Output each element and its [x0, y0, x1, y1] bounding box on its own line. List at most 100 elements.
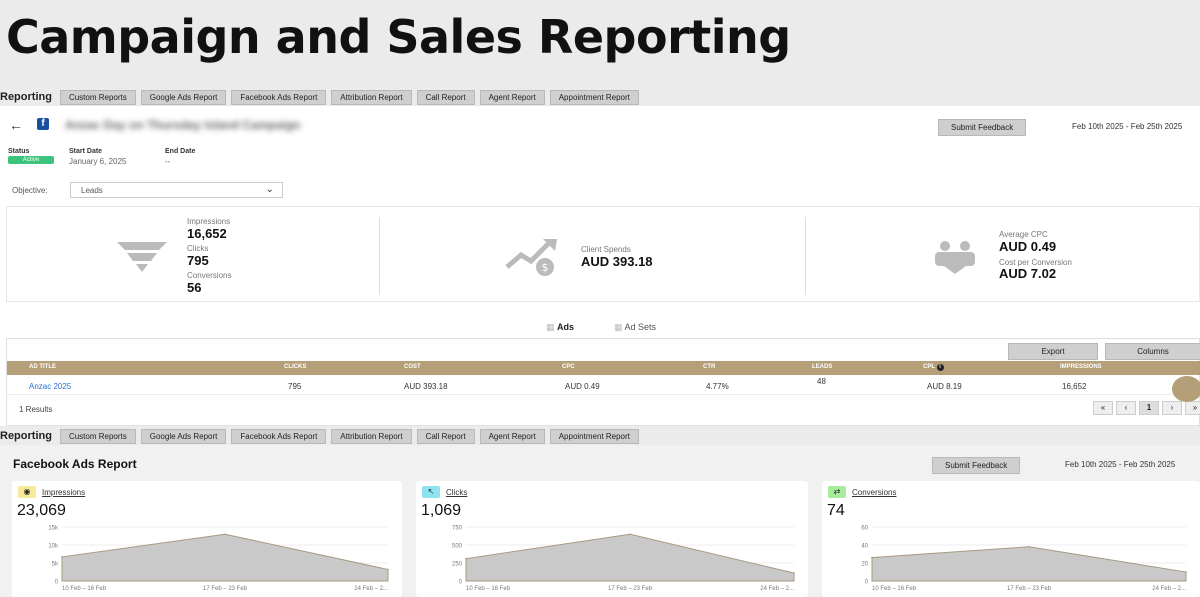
- y-tick-label: 40: [861, 544, 868, 550]
- status-label: Status: [8, 148, 30, 155]
- col-ad-title[interactable]: AD TITLE: [29, 364, 56, 370]
- col-cpl[interactable]: CPL i: [923, 364, 944, 371]
- x-tick-label: 17 Feb – 23 Feb: [1007, 586, 1052, 592]
- date-range[interactable]: Feb 10th 2025 - Feb 25th 2025: [1065, 460, 1176, 469]
- col-impressions[interactable]: IMPRESSIONS: [1060, 364, 1102, 370]
- data-point: [387, 568, 389, 571]
- data-point: [871, 556, 873, 559]
- cost-per-conversion-label: Cost per Conversion: [999, 258, 1072, 267]
- page-title: Campaign and Sales Reporting: [6, 10, 791, 64]
- col-cpl-label: CPL: [923, 364, 935, 370]
- facebook-icon: f: [37, 118, 49, 130]
- y-tick-label: 250: [452, 562, 463, 568]
- client-spends-label: Client Spends: [581, 245, 631, 254]
- cell-cpc: AUD 0.49: [565, 382, 600, 391]
- money-chart-icon: $: [505, 239, 557, 276]
- tab-google-ads-report[interactable]: Google Ads Report: [140, 89, 227, 105]
- card-label[interactable]: Conversions: [852, 488, 897, 497]
- tab-ad-sets-label: Ad Sets: [624, 322, 657, 332]
- status-badge: Active: [8, 156, 54, 164]
- tab-appointment-report[interactable]: Appointment Report: [549, 89, 639, 105]
- x-tick-label: 17 Feb – 23 Feb: [608, 586, 653, 592]
- end-date-value: --: [165, 157, 171, 166]
- divider: [805, 217, 806, 295]
- export-button[interactable]: Export: [1008, 343, 1098, 360]
- client-spends-value: AUD 393.18: [581, 254, 653, 269]
- chevron-down-icon: ⌄: [265, 184, 274, 195]
- clicks-label: Clicks: [187, 244, 209, 253]
- y-tick-label: 15k: [48, 526, 59, 532]
- tab-google-ads-report[interactable]: Google Ads Report: [140, 428, 227, 444]
- clicks-value: 795: [187, 253, 209, 268]
- chat-icon[interactable]: [1172, 376, 1200, 402]
- y-tick-label: 60: [861, 526, 868, 532]
- average-cpc-value: AUD 0.49: [999, 239, 1057, 254]
- clicks-card: ↖ Clicks 1,069 750 500 250 0 10 Feb – 16 Feb…: [416, 481, 808, 597]
- card-value: 23,069: [17, 502, 66, 519]
- tab-facebook-ads-report[interactable]: Facebook Ads Report: [231, 428, 327, 444]
- impressions-card: ◉ Impressions 23,069 15k 10k 5k 0 10 Feb – 1…: [12, 481, 402, 597]
- tab-ad-sets[interactable]: ▦ Ad Sets: [614, 322, 656, 333]
- tab-call-report[interactable]: Call Report: [416, 89, 475, 105]
- next-page-button[interactable]: ›: [1162, 401, 1182, 415]
- columns-button[interactable]: Columns: [1105, 343, 1200, 360]
- data-point: [1185, 571, 1187, 573]
- objective-select[interactable]: Leads ⌄: [70, 182, 283, 198]
- tab-ads-label: Ads: [557, 322, 575, 332]
- y-tick-label: 500: [452, 544, 463, 550]
- pagination: « ‹ 1 › »: [1090, 401, 1200, 415]
- cost-per-conversion-value: AUD 7.02: [999, 266, 1057, 281]
- reporting-tabbar-bottom: Reporting Custom Reports Google Ads Repo…: [0, 428, 1200, 444]
- last-page-button[interactable]: »: [1185, 401, 1200, 415]
- report-title: Facebook Ads Report: [13, 457, 137, 471]
- data-point: [629, 533, 631, 535]
- reporting-tabbar-top: Reporting Custom Reports Google Ads Repo…: [0, 89, 1200, 105]
- submit-feedback-button[interactable]: Submit Feedback: [932, 457, 1021, 474]
- clicks-chart: 750 500 250 010 Feb – 16 Feb 17 Feb – 23 Feb…: [452, 526, 795, 592]
- impressions-label: Impressions: [187, 217, 231, 226]
- col-leads[interactable]: LEADS: [812, 364, 833, 370]
- campaign-name: Anzac Day on Thursday Island Campaign: [65, 118, 301, 132]
- first-page-button[interactable]: «: [1093, 401, 1113, 415]
- tab-facebook-ads-report[interactable]: Facebook Ads Report: [231, 89, 327, 105]
- col-cpc[interactable]: CPC: [562, 364, 575, 370]
- col-ctr[interactable]: CTR: [703, 364, 716, 370]
- back-arrow-icon[interactable]: ←: [9, 117, 23, 133]
- reporting-label: Reporting: [0, 430, 52, 442]
- x-tick-label: 17 Feb – 23 Feb: [203, 586, 248, 592]
- tab-attribution-report[interactable]: Attribution Report: [331, 428, 412, 444]
- tab-custom-reports[interactable]: Custom Reports: [59, 89, 136, 105]
- area-series: [871, 546, 1187, 582]
- tab-ads[interactable]: ▦ Ads: [546, 322, 574, 333]
- data-point: [61, 556, 63, 558]
- campaign-detail-panel: ← f Anzac Day on Thursday Island Campaig…: [0, 106, 1200, 426]
- conversions-value: 56: [187, 280, 202, 295]
- svg-text:$: $: [542, 261, 549, 274]
- data-point: [1028, 546, 1030, 548]
- y-tick-label: 5k: [52, 562, 59, 568]
- col-clicks[interactable]: CLICKS: [284, 364, 307, 370]
- ad-title-link[interactable]: Anzac 2025: [29, 382, 72, 391]
- tab-call-report[interactable]: Call Report: [416, 428, 475, 444]
- submit-feedback-button[interactable]: Submit Feedback: [938, 119, 1027, 136]
- y-tick-label: 0: [459, 580, 463, 586]
- funnel-icon: [117, 242, 167, 272]
- objective-value: Leads: [81, 186, 103, 195]
- tab-custom-reports[interactable]: Custom Reports: [59, 428, 136, 444]
- y-tick-label: 750: [452, 526, 463, 532]
- prev-page-button[interactable]: ‹: [1116, 401, 1136, 415]
- info-icon[interactable]: i: [936, 364, 944, 371]
- tab-attribution-report[interactable]: Attribution Report: [331, 89, 412, 105]
- date-range[interactable]: Feb 10th 2025 - Feb 25th 2025: [1072, 122, 1183, 131]
- eye-icon: ◉: [18, 486, 36, 498]
- tab-agent-report[interactable]: Agent Report: [479, 428, 545, 444]
- tab-appointment-report[interactable]: Appointment Report: [549, 428, 639, 444]
- tab-agent-report[interactable]: Agent Report: [479, 89, 545, 105]
- x-tick-label: 24 Feb – 2...: [760, 586, 794, 592]
- card-label[interactable]: Impressions: [42, 488, 86, 497]
- page-1-button[interactable]: 1: [1139, 401, 1159, 415]
- card-label[interactable]: Clicks: [446, 488, 468, 497]
- cursor-click-icon: ↖: [422, 486, 440, 498]
- col-cost[interactable]: COST: [404, 364, 421, 370]
- start-date-value: January 6, 2025: [69, 157, 127, 166]
